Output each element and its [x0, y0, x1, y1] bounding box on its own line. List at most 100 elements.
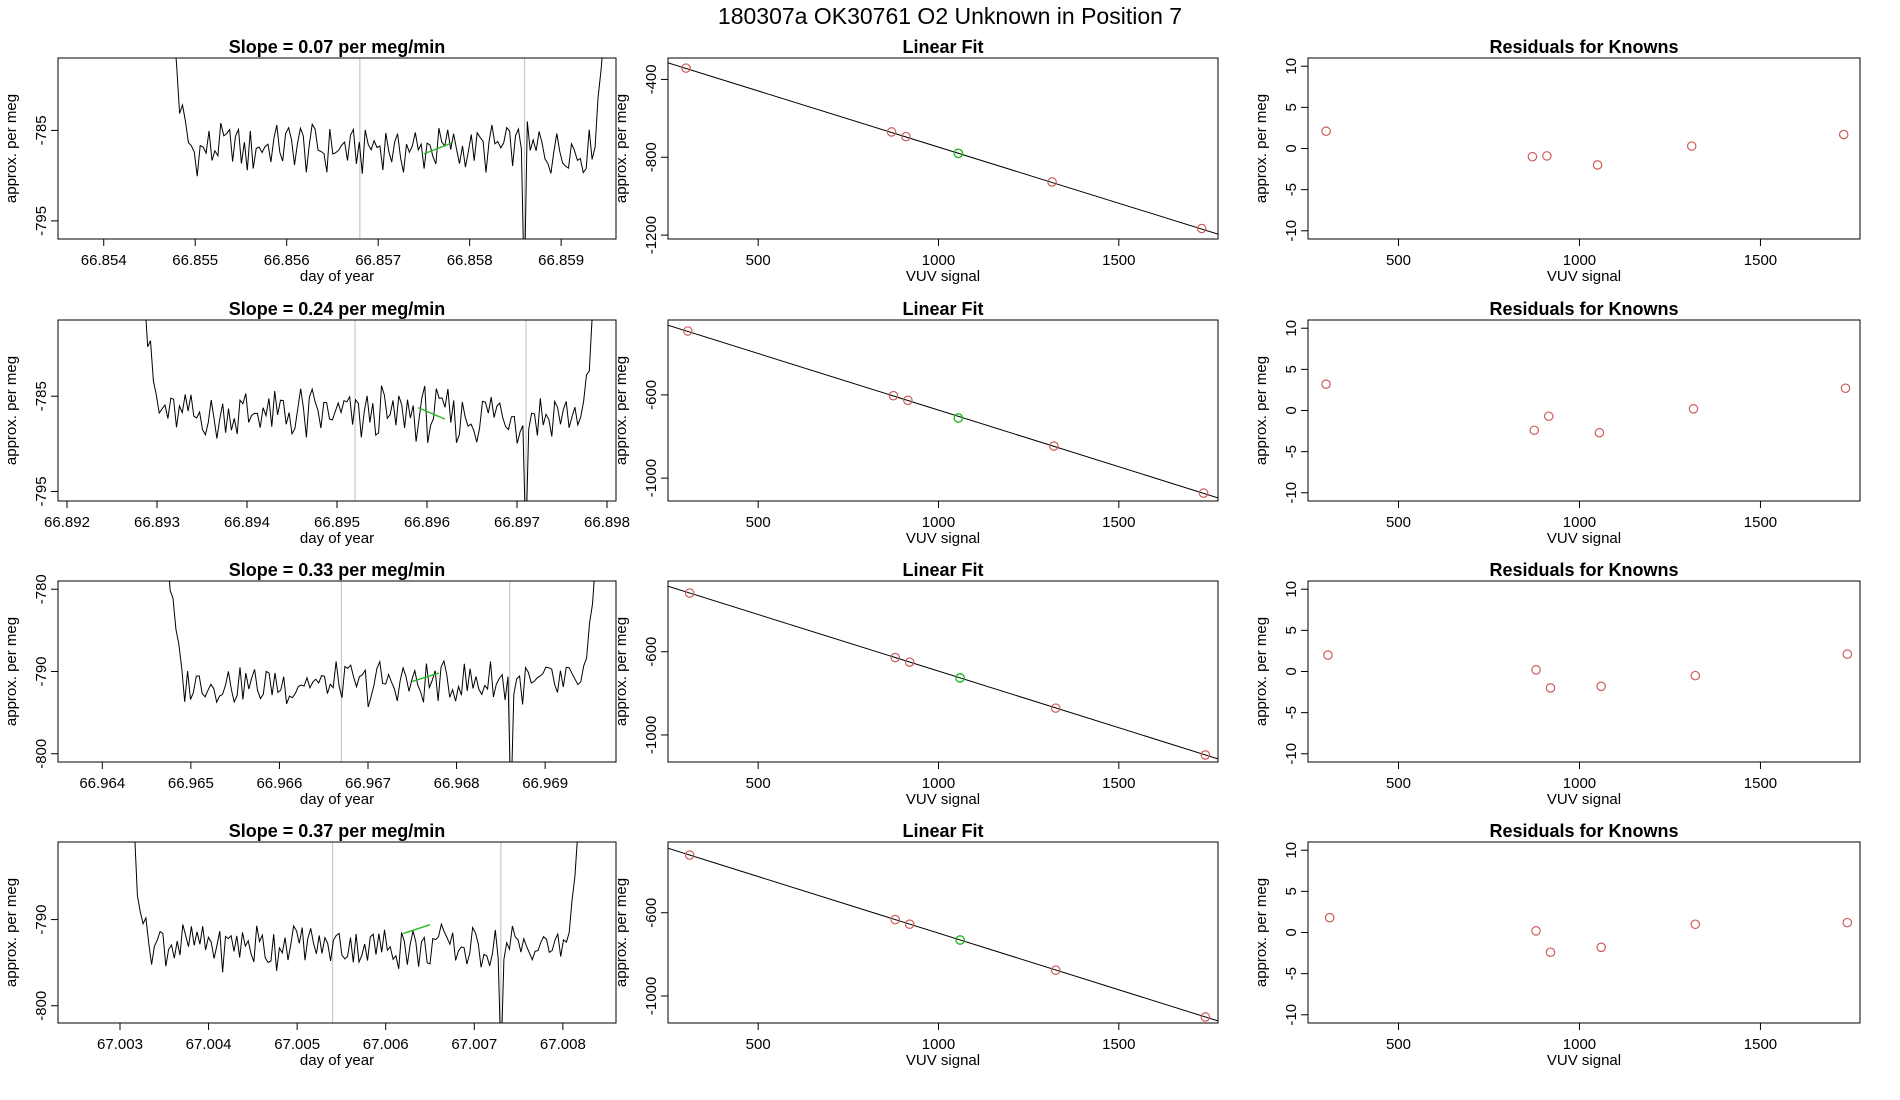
plot-frame — [1307, 57, 1861, 240]
chart-title: Linear Fit — [902, 299, 983, 319]
chart-panel-6: Linear Fit 500 1000 1500 -600 -1000 VUV signal… — [613, 299, 1219, 547]
plot-frame — [667, 319, 1219, 502]
known-point — [1198, 488, 1209, 498]
known-point — [1596, 681, 1606, 692]
x-tick-label: 1000 — [1563, 775, 1596, 792]
known-point — [1842, 917, 1853, 928]
x-axis-label: VUV signal — [1547, 1052, 1621, 1069]
plot-area — [168, 581, 595, 762]
y-tick-label: -785 — [33, 115, 50, 145]
chart-title: Slope = 0.37 per meg/min — [229, 821, 446, 841]
y-axis-label: approx. per meg — [3, 878, 20, 987]
plot-area — [668, 847, 1218, 1022]
chart-title: Linear Fit — [902, 37, 983, 57]
plot-area — [668, 62, 1218, 235]
plot-area — [1323, 649, 1853, 693]
chart-title: Linear Fit — [902, 560, 983, 580]
chart-panel-11: Residuals for Knowns 500 1000 1500 10 5 0 -5 -10… — [1253, 560, 1861, 808]
plot-area — [668, 585, 1218, 760]
x-tick-label: 500 — [746, 514, 771, 531]
known-point — [683, 326, 693, 336]
known-point — [1690, 670, 1701, 681]
x-tick-label: 1500 — [1744, 775, 1777, 792]
known-point — [1545, 947, 1556, 958]
x-tick-label: 67.004 — [186, 1036, 232, 1053]
plot-area — [134, 842, 578, 1023]
signal-trace — [145, 320, 593, 501]
y-tick-label: -600 — [643, 380, 660, 410]
known-point — [1531, 926, 1541, 936]
known-point — [903, 395, 913, 406]
x-tick-label: 67.005 — [274, 1036, 320, 1053]
plot-frame — [57, 57, 617, 240]
chart-panels: Slope = 0.07 per meg/min 66.854 66.855 66.8… — [3, 37, 1861, 1069]
known-point — [1543, 411, 1554, 422]
x-tick-label: 66.967 — [345, 775, 391, 792]
plot-frame — [1307, 580, 1861, 763]
y-tick-label: 0 — [1283, 144, 1300, 152]
y-tick-label: -1000 — [643, 977, 660, 1015]
x-axis-label: VUV signal — [906, 791, 980, 808]
known-point — [901, 131, 911, 142]
chart-panel-12: Residuals for Knowns 500 1000 1500 10 5 0 -5 -10… — [1253, 821, 1861, 1069]
y-tick-label: -5 — [1283, 445, 1300, 458]
known-point — [1050, 703, 1061, 713]
x-tick-label: 66.894 — [224, 514, 270, 531]
y-tick-label: -795 — [33, 206, 50, 236]
chart-title: Slope = 0.24 per meg/min — [229, 299, 446, 319]
signal-trace — [175, 58, 603, 239]
x-tick-label: 1500 — [1744, 252, 1777, 269]
x-axis-label: day of year — [300, 1052, 374, 1069]
y-tick-label: 10 — [1283, 581, 1300, 598]
x-tick-label: 1000 — [922, 252, 955, 269]
chart-panel-3: Slope = 0.33 per meg/min 66.964 66.965 66.9… — [3, 560, 617, 808]
chart-title: Residuals for Knowns — [1489, 37, 1678, 57]
known-point — [684, 850, 695, 860]
x-tick-label: 66.859 — [538, 252, 584, 269]
known-point — [1686, 141, 1697, 151]
x-axis-label: day of year — [300, 530, 374, 547]
x-tick-label: 66.898 — [584, 514, 630, 531]
x-tick-label: 67.008 — [540, 1036, 586, 1053]
known-point — [1594, 427, 1605, 438]
x-tick-label: 1500 — [1102, 1036, 1135, 1053]
unknown-segment — [412, 672, 440, 683]
x-tick-label: 66.968 — [434, 775, 480, 792]
known-point — [1527, 151, 1538, 162]
known-point — [1324, 912, 1335, 923]
x-tick-label: 500 — [1386, 252, 1411, 269]
y-tick-label: 10 — [1283, 320, 1300, 337]
unknown-point — [955, 935, 966, 945]
x-tick-label: 66.897 — [494, 514, 540, 531]
y-tick-label: -790 — [33, 905, 50, 935]
chart-title: Residuals for Knowns — [1489, 560, 1678, 580]
known-point — [1049, 441, 1059, 451]
y-tick-label: -785 — [33, 381, 50, 411]
x-axis-label: VUV signal — [906, 1052, 980, 1069]
y-axis-label: approx. per meg — [3, 356, 20, 465]
y-axis-label: approx. per meg — [613, 356, 630, 465]
chart-title: Residuals for Knowns — [1489, 821, 1678, 841]
x-axis-label: VUV signal — [1547, 268, 1621, 285]
y-axis-label: approx. per meg — [1253, 94, 1270, 203]
y-tick-label: -10 — [1283, 220, 1300, 242]
plot-area — [175, 58, 603, 239]
x-tick-label: 500 — [1386, 1036, 1411, 1053]
x-tick-label: 500 — [1386, 514, 1411, 531]
known-point — [1592, 160, 1603, 170]
unknown-segment — [417, 406, 446, 420]
x-tick-label: 66.893 — [134, 514, 180, 531]
chart-panel-7: Linear Fit 500 1000 1500 -600 -1000 VUV signal… — [613, 560, 1219, 808]
chart-title: Residuals for Knowns — [1489, 299, 1678, 319]
known-point — [1838, 129, 1849, 140]
unknown-segment — [403, 924, 431, 935]
x-tick-label: 1500 — [1744, 514, 1777, 531]
y-tick-label: 0 — [1283, 667, 1300, 675]
chart-panel-10: Residuals for Knowns 500 1000 1500 10 5 0 -5 -10… — [1253, 299, 1861, 547]
x-tick-label: 1500 — [1102, 514, 1135, 531]
y-tick-label: -10 — [1283, 1004, 1300, 1026]
y-tick-label: -5 — [1283, 183, 1300, 196]
known-point — [1842, 649, 1853, 660]
x-tick-label: 66.895 — [314, 514, 360, 531]
y-tick-label: 10 — [1283, 842, 1300, 859]
